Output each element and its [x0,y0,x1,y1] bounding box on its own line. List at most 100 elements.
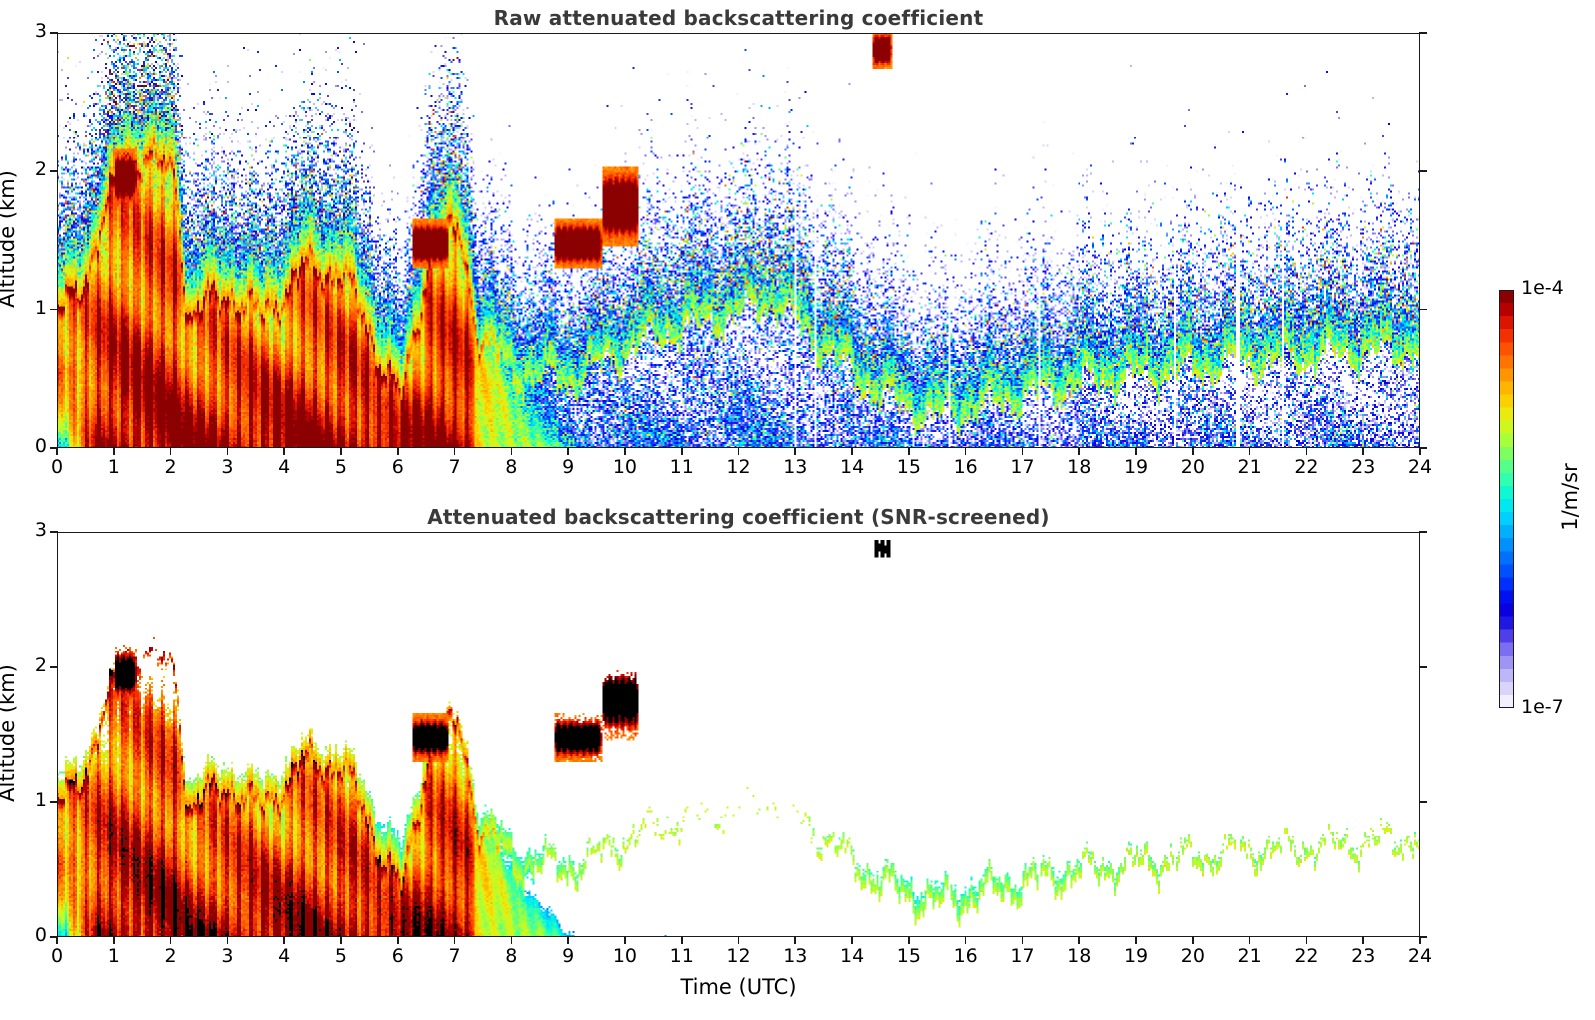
x-tick-label: 9 [562,456,575,478]
x-tick-label: 8 [505,945,518,967]
x-tick-label: 19 [1123,456,1149,478]
x-tick-mark [851,447,853,455]
x-tick-label: 5 [334,456,347,478]
x-tick-mark [56,936,58,944]
x-tick-mark [169,936,172,944]
x-tick-label: 3 [221,456,234,478]
panel-raw-title: Raw attenuated backscattering coefficien… [493,6,984,30]
x-tick-mark [1078,936,1081,944]
x-tick-mark [680,447,683,455]
x-tick-mark [396,936,399,944]
x-tick-label: 13 [783,945,808,967]
y-tick-mark [50,666,58,668]
y-tick-label: 0 [34,924,47,946]
y-tick-mark [50,447,58,449]
y-tick-mark [50,531,58,533]
x-tick-mark [794,447,797,455]
y-tick-mark [1419,32,1427,34]
x-tick-label: 18 [1067,456,1092,478]
x-tick-label: 2 [164,945,177,967]
x-tick-mark [169,447,172,455]
x-tick-label: 9 [562,945,575,967]
x-tick-mark [794,936,797,944]
x-tick-label: 23 [1351,456,1376,478]
raw-backscatter-heatmap [57,33,1420,448]
x-tick-label: 10 [612,945,637,967]
x-tick-mark [340,447,342,455]
x-tick-mark [1192,936,1194,944]
x-tick-mark [283,447,285,455]
x-tick-label: 4 [278,945,291,967]
x-tick-mark [1305,447,1308,455]
x-tick-label: 12 [726,945,751,967]
colorbar-unit-label: 1/m/sr [1558,463,1582,531]
y-tick-label: 0 [34,435,47,457]
x-tick-label: 2 [164,456,177,478]
x-tick-mark [510,447,513,455]
x-tick-label: 10 [612,456,637,478]
x-tick-mark [1021,936,1024,944]
x-tick-label: 20 [1180,945,1205,967]
x-tick-label: 16 [953,456,978,478]
colorbar-min-label: 1e-7 [1521,696,1564,718]
x-tick-mark [737,447,740,455]
x-tick-label: 6 [391,945,404,967]
x-tick-label: 19 [1123,945,1149,967]
x-tick-label: 5 [334,945,347,967]
x-tick-mark [1305,936,1308,944]
x-tick-label: 4 [278,456,291,478]
x-tick-label: 21 [1237,945,1262,967]
x-tick-label: 24 [1407,945,1433,967]
x-tick-label: 7 [448,945,461,967]
x-tick-mark [1248,447,1251,455]
y-tick-label: 1 [34,296,47,319]
x-tick-label: 23 [1351,945,1376,967]
x-tick-label: 6 [391,456,404,478]
x-tick-mark [226,447,229,455]
x-tick-mark [1419,447,1421,455]
x-tick-mark [908,447,910,455]
screened-backscatter-heatmap [57,532,1420,937]
x-tick-label: 3 [221,945,234,967]
y-tick-mark [50,170,58,172]
x-tick-mark [567,447,569,455]
y-tick-mark [1419,308,1427,311]
y-tick-mark [1419,170,1427,172]
y-tick-mark [1419,447,1427,449]
x-tick-mark [680,936,683,944]
x-tick-label: 8 [505,456,518,478]
x-tick-label: 16 [953,945,978,967]
y-tick-label: 2 [34,158,47,181]
x-tick-mark [112,447,115,455]
x-tick-label: 22 [1294,945,1319,967]
x-tick-label: 21 [1237,456,1262,478]
y-tick-mark [50,801,58,803]
x-tick-mark [56,447,58,455]
x-tick-mark [1248,936,1251,944]
x-tick-label: 14 [839,945,865,967]
x-tick-mark [1021,447,1024,455]
y-tick-mark [50,308,58,311]
colorbar-gradient [1499,290,1514,708]
x-tick-mark [567,936,569,944]
x-tick-mark [1078,447,1081,455]
x-tick-mark [283,936,285,944]
x-tick-label: 11 [669,945,694,967]
y-tick-label: 2 [34,654,47,676]
y-tick-mark [1419,666,1427,668]
x-tick-label: 14 [839,456,865,478]
x-tick-mark [453,447,456,455]
y-tick-mark [1419,531,1427,533]
y-tick-mark [50,32,58,34]
x-tick-mark [964,936,967,944]
x-tick-label: 12 [726,456,751,478]
y-tick-label: 3 [34,20,47,42]
x-tick-mark [1192,447,1194,455]
x-tick-label: 24 [1407,456,1433,478]
x-tick-label: 15 [896,456,921,478]
y-tick-label: 3 [34,519,47,541]
x-tick-mark [1419,936,1421,944]
x-tick-mark [1135,936,1137,944]
x-tick-label: 11 [669,456,694,478]
x-tick-label: 17 [1010,456,1035,478]
